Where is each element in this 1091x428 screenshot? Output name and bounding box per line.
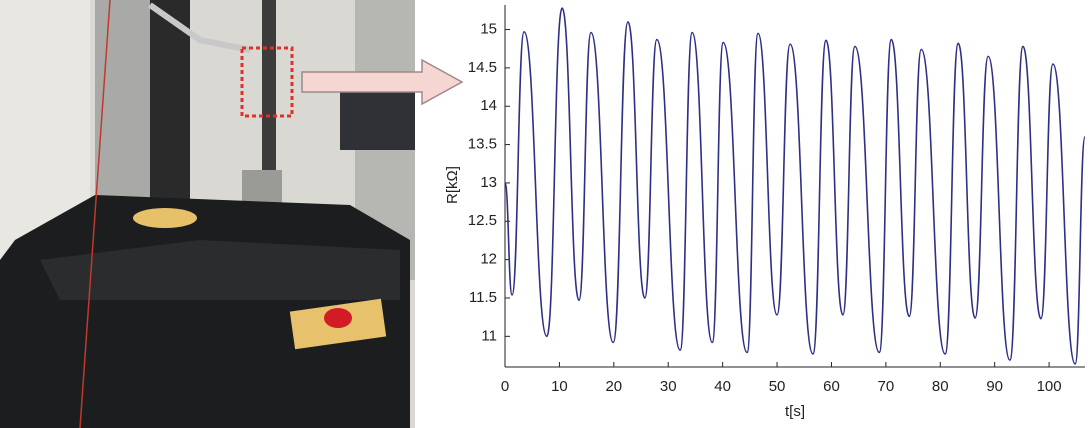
wire (79, 0, 111, 428)
x-tick-label: 70 (878, 378, 895, 395)
x-tick-label: 10 (551, 378, 568, 395)
column (95, 0, 155, 220)
y-tick-label: 15 (480, 21, 497, 38)
photo (0, 0, 415, 428)
x-tick-label: 80 (932, 378, 949, 395)
x-tick-label: 20 (605, 378, 622, 395)
y-tick-label: 12 (480, 251, 497, 268)
data-line (504, 7, 1086, 365)
x-tick-label: 90 (986, 378, 1003, 395)
x-tick-label: 100 (1037, 378, 1062, 395)
stop-button (324, 308, 352, 328)
x-tick-label: 0 (501, 378, 509, 395)
y-tick-label: 12.5 (468, 212, 497, 229)
tape-roll (133, 208, 197, 228)
base-top (40, 240, 400, 300)
y-axis-label: R[kΩ] (444, 166, 461, 204)
highlight-box (240, 46, 294, 118)
x-tick-label: 30 (660, 378, 677, 395)
x-tick-label: 40 (714, 378, 731, 395)
y-tick-label: 11 (481, 327, 497, 344)
y-tick-label: 14 (480, 97, 497, 114)
foil-lead (148, 2, 251, 53)
arrow (301, 58, 464, 106)
y-tick-label: 11.5 (469, 289, 497, 306)
y-tick-label: 14.5 (468, 59, 497, 76)
x-axis-label: t[s] (785, 403, 805, 420)
x-tick-label: 50 (769, 378, 786, 395)
column-slot (150, 0, 190, 220)
chart: R[kΩ] t[s] 11 11.5 12 12.5 13 13.5 14 14.5 15 0 10… (444, 5, 1086, 420)
y-tick-label: 13.5 (468, 136, 497, 153)
x-tick-label: 60 (823, 378, 840, 395)
y-tick-label: 13 (480, 174, 497, 191)
